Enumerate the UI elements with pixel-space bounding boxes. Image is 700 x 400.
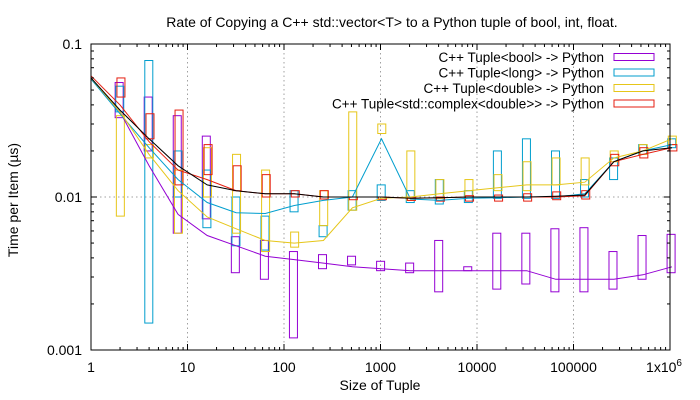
series-0-line: [90, 77, 673, 280]
series-1-box: [318, 225, 328, 238]
legend-label-0: C++ Tuple<bool> -> Python: [439, 50, 605, 65]
series-2-line: [90, 77, 673, 244]
series-1-box: [173, 150, 183, 198]
x-tick-label: 1000: [365, 359, 396, 375]
series-0-box: [666, 233, 676, 274]
series-2-box: [202, 147, 212, 198]
series-1-box: [231, 196, 241, 247]
series-0-box: [434, 239, 444, 293]
series-1-box: [521, 138, 531, 199]
series-2-box: [435, 179, 445, 199]
x-tick-label: 100000: [550, 359, 597, 375]
series-1-line: [90, 78, 673, 215]
series-3-box: [174, 109, 184, 186]
series-2-box: [464, 179, 474, 198]
legend-swatch-3: [613, 99, 655, 108]
series-3-box: [435, 196, 445, 202]
legend-swatch-1: [613, 68, 655, 77]
series-2-box: [551, 157, 561, 186]
series-1-box: [376, 184, 386, 201]
series-2-box: [290, 231, 300, 248]
series-3-box: [203, 144, 213, 176]
axes: 1 10 100 1000 10000 100000 1x106 0.001 0.01 0.1: [47, 36, 682, 375]
series-2-box: [377, 123, 387, 135]
series-2-box: [144, 144, 154, 159]
legend-label-3: C++ Tuple<std::complex<double>> -> Pytho…: [332, 97, 604, 112]
x-tick-label: 10000: [458, 359, 497, 375]
y-axis-label: Time per Item (µs): [5, 143, 21, 257]
series-2-box: [493, 174, 503, 192]
series-1-box: [144, 60, 154, 324]
series-0-box: [608, 251, 618, 290]
series-2-box: [580, 157, 590, 186]
series-3-box: [232, 165, 242, 192]
legend-swatch-2: [613, 84, 655, 92]
series-2-box: [115, 115, 125, 217]
series-0-box: [463, 266, 473, 272]
y-tick-label: 0.01: [55, 189, 82, 205]
series-2-box: [261, 169, 271, 253]
series-0-box: [521, 232, 531, 285]
x-tick-label: 10: [180, 359, 196, 375]
x-axis-label: Size of Tuple: [340, 377, 421, 393]
series-2-box: [319, 190, 329, 227]
series-2-box: [232, 153, 242, 234]
series-1-box: [260, 215, 270, 251]
legend-swatch-0: [613, 53, 655, 61]
series-0-box: [288, 251, 298, 339]
y-tick-label: 0.001: [47, 342, 82, 358]
legend-label-2: C++ Tuple<double> -> Python: [423, 81, 604, 96]
series-2-box: [522, 161, 532, 192]
series-0-box: [492, 232, 502, 290]
series-0-box: [550, 228, 560, 293]
series-1-box: [550, 150, 560, 199]
series-0-box: [143, 96, 153, 152]
series-2-box: [348, 111, 358, 211]
series-0-box: [201, 135, 211, 220]
series-0-box: [405, 262, 415, 274]
series-3-box: [145, 113, 155, 140]
x-tick-label: 1x106: [646, 358, 682, 375]
series-0-box: [230, 236, 240, 274]
series-0-box: [317, 254, 327, 270]
series-0-box: [637, 235, 647, 280]
y-tick-label: 0.1: [63, 36, 83, 52]
series-0-box: [376, 260, 386, 272]
plot-area: [90, 60, 678, 339]
chart-title: Rate of Copying a C++ std::vector<T> to …: [166, 14, 617, 30]
series-0-box: [579, 227, 589, 293]
series-3-box: [261, 174, 271, 198]
x-tick-label: 100: [272, 359, 296, 375]
series-3-box: [116, 77, 126, 98]
overall-mean-line: [90, 77, 673, 199]
x-tick-label: 1: [87, 359, 95, 375]
series-1-box: [580, 179, 590, 198]
legend-label-1: C++ Tuple<long> -> Python: [439, 66, 605, 81]
series-0-box: [347, 255, 357, 266]
series-3-box: [319, 190, 329, 200]
